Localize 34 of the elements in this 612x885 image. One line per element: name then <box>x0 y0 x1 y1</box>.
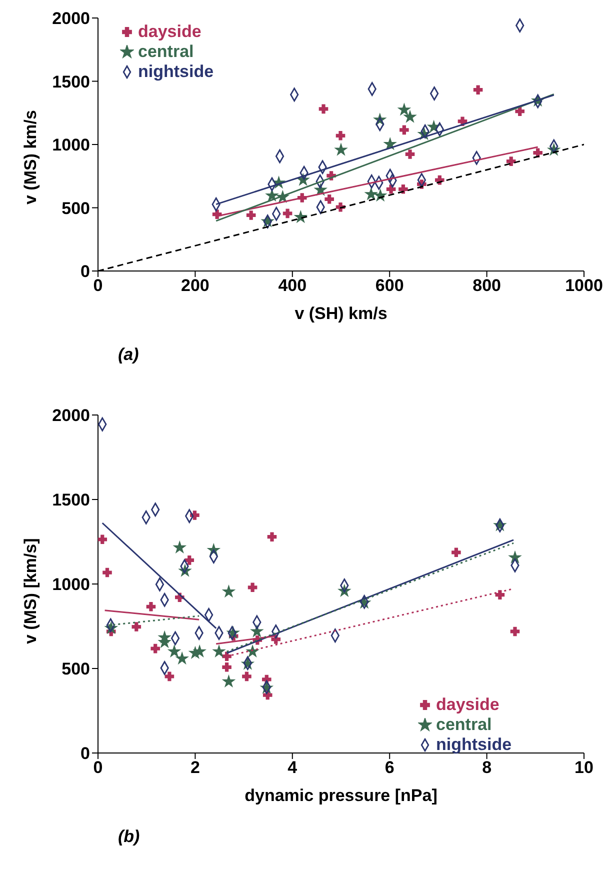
text: (b) <box>118 827 140 847</box>
x-tick-label: 0 <box>93 276 103 296</box>
y-tick-label: 2000 <box>52 406 90 426</box>
x-tick-label: 800 <box>472 276 501 296</box>
x-tick-label: 0 <box>93 758 103 778</box>
x-tick-label: 400 <box>278 276 307 296</box>
text: (a) <box>118 345 139 365</box>
y-axis-title: v (MS) km/s <box>21 110 40 204</box>
y-tick-label: 2000 <box>52 9 90 28</box>
y-tick-label: 1000 <box>52 575 90 594</box>
legend-label: dayside <box>436 695 500 715</box>
x-tick-label: 10 <box>574 758 594 778</box>
legend-label: nightside <box>436 735 512 755</box>
y-tick-label: 500 <box>62 660 90 679</box>
x-tick-label: 4 <box>288 758 298 778</box>
x-tick-label: 2 <box>190 758 200 778</box>
legend-label: dayside <box>138 22 202 42</box>
x-tick-label: 200 <box>181 276 210 296</box>
y-tick-label: 1000 <box>52 136 90 155</box>
y-tick-label: 1500 <box>52 72 90 92</box>
x-axis-title: v (SH) km/s <box>294 304 388 323</box>
y-axis-title: v (MS) [km/s] <box>21 538 40 644</box>
y-tick-label: 1500 <box>52 490 90 510</box>
x-tick-label: 1000 <box>565 276 603 296</box>
x-tick-label: 6 <box>384 758 394 778</box>
x-axis-title: dynamic pressure [nPa] <box>244 786 438 805</box>
legend-label: nightside <box>138 62 214 82</box>
y-tick-label: 0 <box>80 262 90 282</box>
y-tick-label: 0 <box>80 744 90 764</box>
legend-label: central <box>138 42 194 62</box>
x-tick-label: 8 <box>482 758 492 778</box>
legend-label: central <box>436 715 492 735</box>
x-tick-label: 600 <box>375 276 404 296</box>
y-tick-label: 500 <box>62 198 90 218</box>
